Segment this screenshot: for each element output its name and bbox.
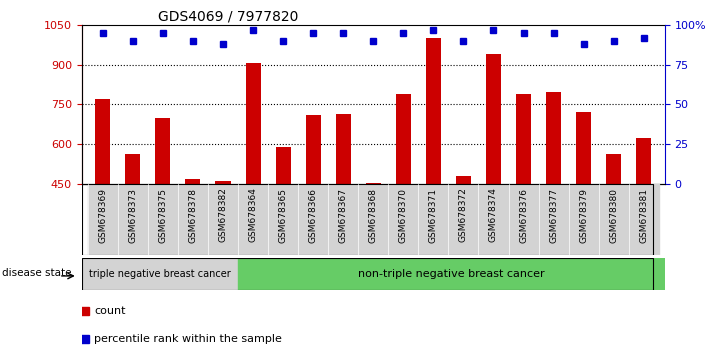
Bar bbox=[449, 184, 479, 255]
Bar bbox=[118, 184, 148, 255]
Bar bbox=[576, 112, 591, 304]
Bar bbox=[508, 184, 538, 255]
Bar bbox=[486, 54, 501, 304]
Bar bbox=[546, 92, 561, 304]
Bar bbox=[95, 99, 110, 304]
Bar bbox=[156, 118, 171, 304]
Text: GSM678374: GSM678374 bbox=[489, 188, 498, 242]
Bar bbox=[178, 184, 208, 255]
Bar bbox=[479, 184, 508, 255]
Bar bbox=[358, 184, 388, 255]
Bar bbox=[268, 184, 298, 255]
Text: GSM678364: GSM678364 bbox=[249, 188, 257, 242]
Text: GSM678369: GSM678369 bbox=[98, 188, 107, 242]
Bar bbox=[336, 114, 351, 304]
Bar bbox=[306, 115, 321, 304]
Bar bbox=[82, 258, 238, 290]
Text: non-triple negative breast cancer: non-triple negative breast cancer bbox=[358, 269, 545, 279]
Text: GSM678366: GSM678366 bbox=[309, 188, 318, 242]
Bar bbox=[426, 38, 441, 304]
Text: triple negative breast cancer: triple negative breast cancer bbox=[89, 269, 231, 279]
Bar bbox=[298, 184, 328, 255]
Bar bbox=[396, 94, 411, 304]
Bar bbox=[245, 63, 260, 304]
Bar bbox=[215, 181, 230, 304]
Text: GSM678372: GSM678372 bbox=[459, 188, 468, 242]
Text: percentile rank within the sample: percentile rank within the sample bbox=[94, 334, 282, 344]
Bar bbox=[365, 183, 381, 304]
Bar bbox=[456, 176, 471, 304]
Bar bbox=[148, 184, 178, 255]
Bar bbox=[238, 184, 268, 255]
Bar bbox=[276, 147, 291, 304]
Text: GDS4069 / 7977820: GDS4069 / 7977820 bbox=[158, 10, 298, 24]
Text: GSM678376: GSM678376 bbox=[519, 188, 528, 242]
Bar bbox=[238, 258, 665, 290]
Text: GSM678365: GSM678365 bbox=[279, 188, 288, 242]
Bar bbox=[328, 184, 358, 255]
Text: GSM678375: GSM678375 bbox=[159, 188, 167, 242]
Text: GSM678381: GSM678381 bbox=[639, 188, 648, 242]
Text: GSM678378: GSM678378 bbox=[188, 188, 198, 242]
Text: GSM678367: GSM678367 bbox=[338, 188, 348, 242]
Bar bbox=[87, 184, 118, 255]
Bar bbox=[186, 179, 201, 304]
Bar bbox=[636, 138, 651, 304]
Text: GSM678382: GSM678382 bbox=[218, 188, 228, 242]
Bar bbox=[629, 184, 659, 255]
Text: GSM678371: GSM678371 bbox=[429, 188, 438, 242]
Bar bbox=[388, 184, 418, 255]
Bar bbox=[125, 154, 140, 304]
Bar bbox=[599, 184, 629, 255]
Text: GSM678368: GSM678368 bbox=[369, 188, 378, 242]
Text: disease state: disease state bbox=[1, 268, 71, 278]
Bar bbox=[606, 154, 621, 304]
Bar bbox=[418, 184, 449, 255]
Text: GSM678379: GSM678379 bbox=[579, 188, 588, 242]
Text: GSM678380: GSM678380 bbox=[609, 188, 618, 242]
Text: count: count bbox=[94, 306, 126, 316]
Text: GSM678377: GSM678377 bbox=[549, 188, 558, 242]
Bar bbox=[208, 184, 238, 255]
Bar bbox=[569, 184, 599, 255]
Bar bbox=[538, 184, 569, 255]
Text: GSM678370: GSM678370 bbox=[399, 188, 408, 242]
Bar bbox=[516, 94, 531, 304]
Text: GSM678373: GSM678373 bbox=[129, 188, 137, 242]
